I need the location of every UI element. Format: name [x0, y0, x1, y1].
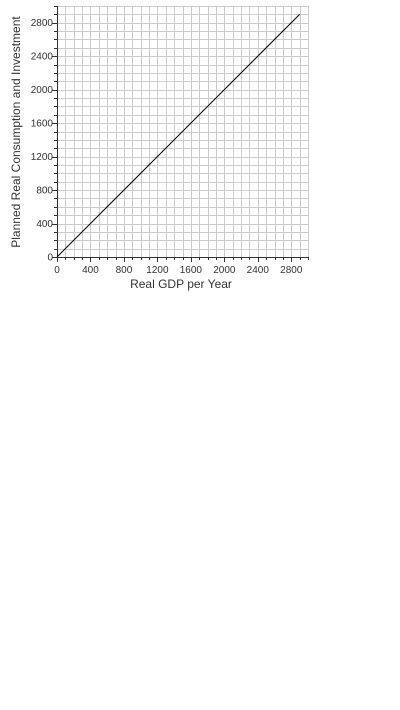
x-tick-label: 400 [82, 265, 99, 276]
x-tick-label: 1200 [146, 265, 169, 276]
y-tick-label: 800 [36, 186, 53, 197]
x-tick-label: 800 [116, 265, 133, 276]
y-tick-label: 2000 [31, 85, 54, 96]
y-axis-title: Planned Real Consumption and Investment [9, 16, 23, 248]
series-line [56, 14, 300, 258]
y-tick-label: 2800 [31, 18, 54, 29]
x-tick-label: 2400 [247, 265, 270, 276]
x-axis-title: Real GDP per Year [130, 277, 232, 291]
y-tick-label: 400 [36, 219, 53, 230]
series-layer [56, 14, 300, 258]
axes [52, 6, 309, 262]
y-tick-label: 0 [47, 253, 53, 264]
y-tick-label: 2400 [31, 52, 54, 63]
y-tick-label: 1200 [31, 152, 54, 163]
y-tick-label: 1600 [31, 119, 54, 130]
x-tick-label: 2800 [280, 265, 303, 276]
x-tick-label: 0 [54, 265, 60, 276]
tick-labels: 0 400 800 1200 1600 2000 2400 2800 0 400 800 1200 16… [31, 18, 303, 276]
chart-area: 0 400 800 1200 1600 2000 2400 2800 0 400 800 1200 16… [0, 0, 400, 300]
grid-lines [57, 6, 309, 257]
x-tick-label: 2000 [213, 265, 236, 276]
line-chart: 0 400 800 1200 1600 2000 2400 2800 0 400 800 1200 16… [9, 6, 309, 291]
x-tick-label: 1600 [180, 265, 203, 276]
